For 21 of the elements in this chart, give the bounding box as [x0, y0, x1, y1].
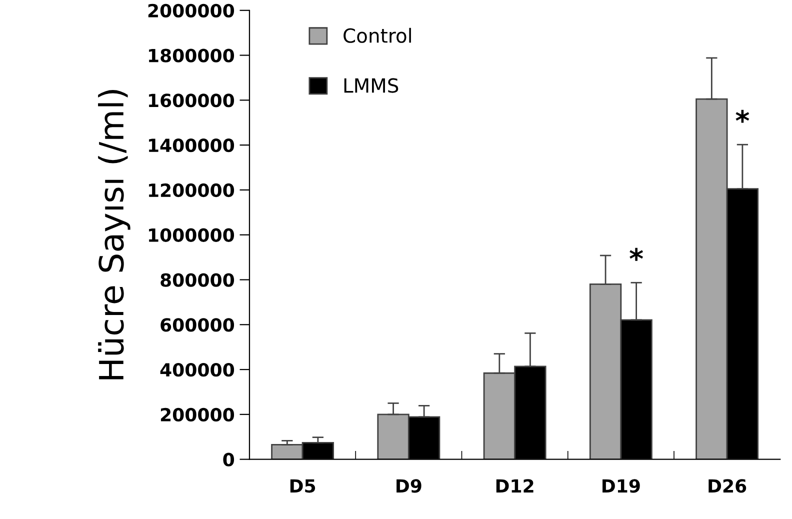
- annotation: *: [736, 110, 750, 123]
- legend-label: Control: [344, 28, 411, 43]
- y-tick-label: 800000: [160, 273, 234, 287]
- x-tick-label: D5: [290, 479, 316, 493]
- x-tick-label: D26: [708, 479, 746, 493]
- y-tick-label: 2000000: [148, 4, 234, 18]
- y-axis-title: Hücre Sayısı (/ml): [98, 90, 130, 380]
- y-tick-label: 1200000: [148, 183, 234, 198]
- x-tick-label: D19: [602, 479, 640, 493]
- y-tick-label: 1800000: [148, 48, 234, 62]
- y-tick-label: 200000: [160, 408, 234, 422]
- legend-label: LMMS: [344, 78, 398, 93]
- y-tick-label: 1000000: [148, 228, 234, 242]
- x-tick-label: D9: [396, 479, 422, 493]
- y-tick-label: 600000: [160, 318, 234, 332]
- y-tick-label: 1600000: [148, 94, 234, 108]
- y-tick-label: 0: [223, 452, 234, 466]
- y-tick-label: 1400000: [148, 138, 234, 152]
- annotation: *: [630, 248, 644, 261]
- y-tick-label: 400000: [160, 362, 234, 377]
- x-tick-label: D12: [496, 479, 534, 492]
